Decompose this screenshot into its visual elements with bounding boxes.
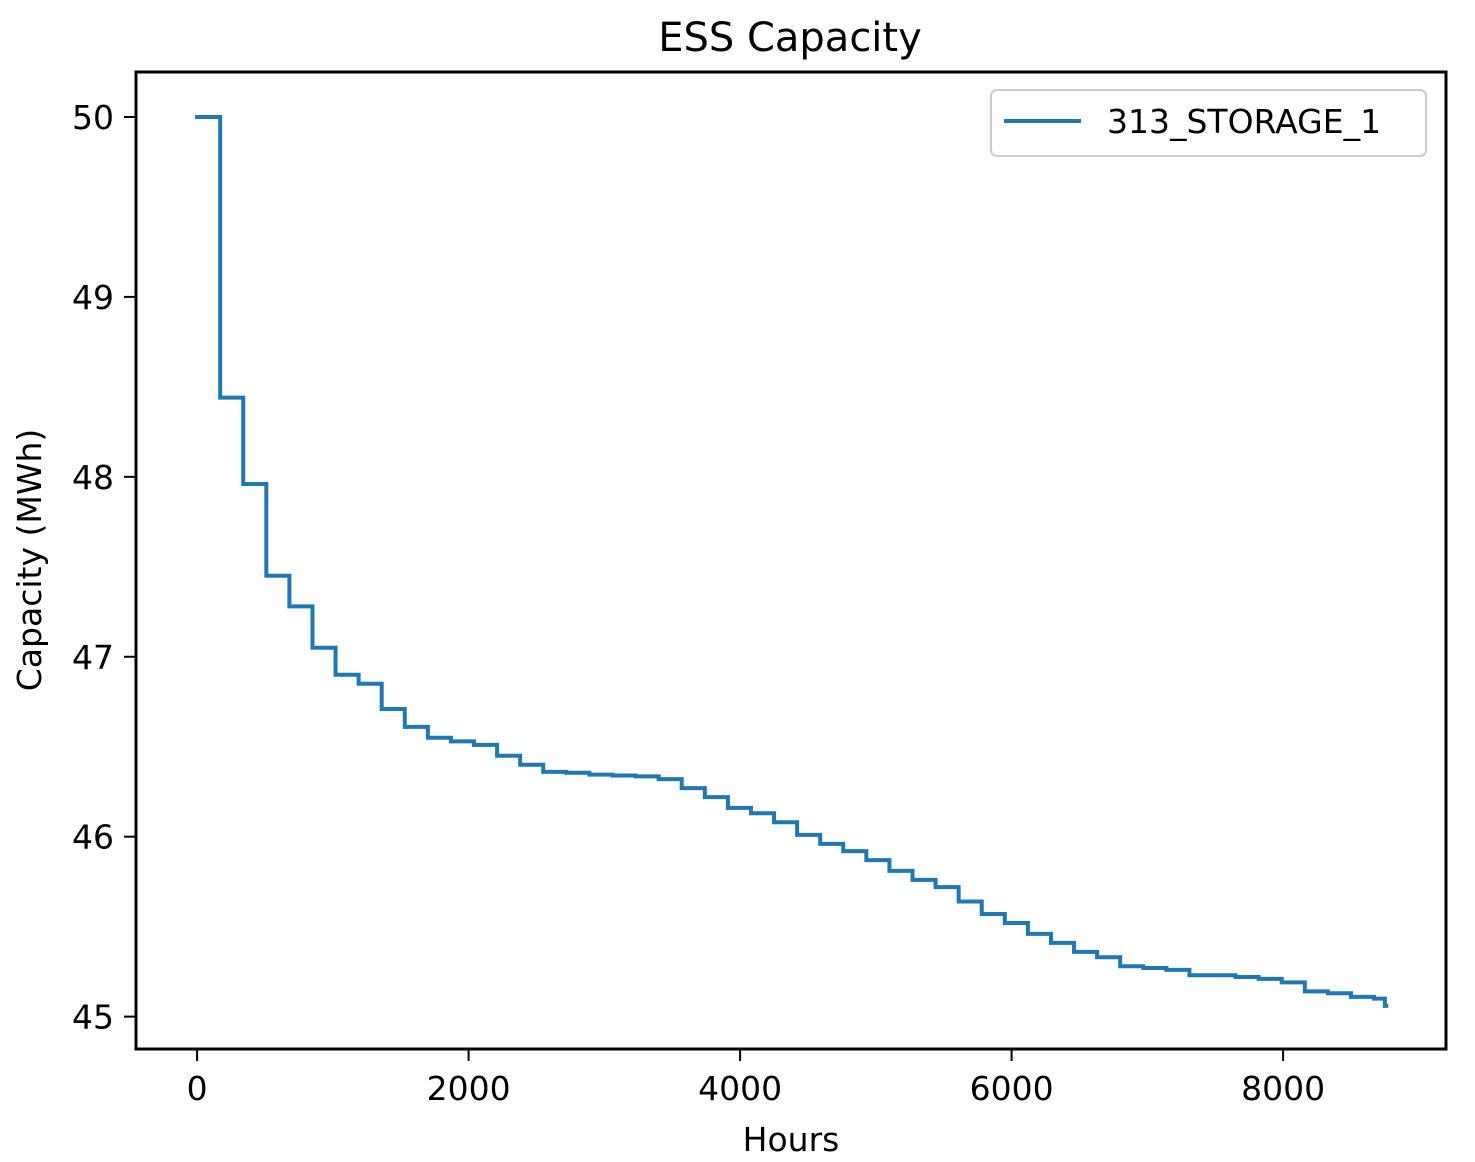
x-axis-label: Hours	[743, 1120, 840, 1159]
x-tick-label: 8000	[1241, 1069, 1325, 1108]
x-tick-label: 4000	[698, 1069, 782, 1108]
x-tick-label: 6000	[970, 1069, 1054, 1108]
y-tick-label: 49	[72, 278, 114, 317]
plot-frame	[134, 70, 1448, 1051]
chart-title: ESS Capacity	[658, 15, 922, 61]
plot-area	[134, 70, 1448, 1051]
x-tick-label: 0	[187, 1069, 208, 1108]
y-tick-label: 45	[72, 998, 114, 1037]
series-line-313-storage-1	[195, 114, 1389, 1008]
legend-label-313-storage-1: 313_STORAGE_1	[1107, 102, 1381, 141]
legend: 313_STORAGE_1	[990, 89, 1427, 157]
y-tick-label: 46	[72, 818, 114, 857]
legend-box	[990, 89, 1427, 157]
x-axis: 0 2000 4000 6000 8000	[187, 1049, 1325, 1108]
y-axis-label: Capacity (MWh)	[10, 429, 49, 691]
y-tick-label: 50	[72, 98, 114, 137]
y-tick-label: 47	[72, 638, 114, 677]
x-tick-label: 2000	[427, 1069, 511, 1108]
y-axis: 45 46 47 48 49 50	[72, 98, 136, 1037]
y-tick-label: 48	[72, 458, 114, 497]
